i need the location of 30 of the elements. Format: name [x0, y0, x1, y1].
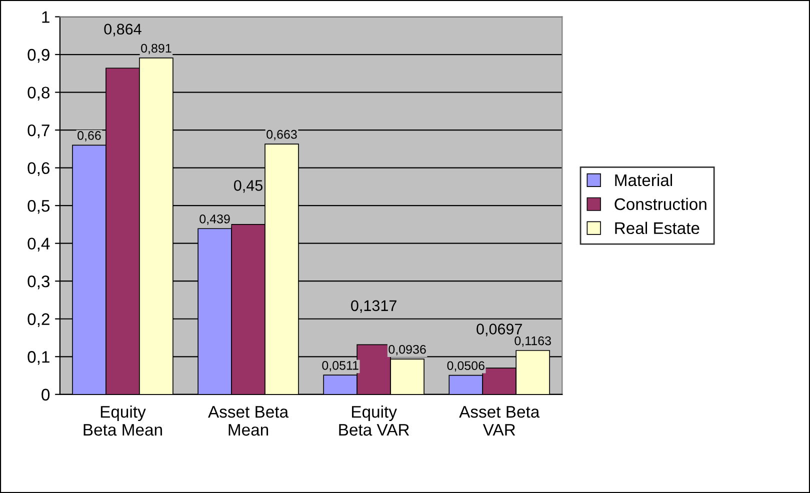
- y-tick-label: 0,7: [28, 124, 50, 138]
- y-tick-label: 0,6: [28, 162, 50, 176]
- x-tick-label: Asset Beta VAR: [459, 406, 540, 436]
- y-tick-label: 0,8: [28, 86, 50, 100]
- y-tick-label: 0: [42, 388, 50, 401]
- legend-label: Real Estate: [615, 222, 700, 234]
- data-label: 0,66: [78, 131, 101, 142]
- data-label: 0,0936: [388, 344, 426, 356]
- data-label: 0,0511: [322, 361, 358, 372]
- y-tick-label: 0,3: [28, 276, 50, 290]
- data-label: 0,45: [234, 180, 262, 193]
- data-label: 0,439: [200, 214, 230, 225]
- y-tick-label: 1: [42, 11, 50, 23]
- y-tick-label: 0,5: [28, 200, 50, 214]
- x-tick-label: Equity Beta Mean: [84, 406, 162, 436]
- y-tick-label: 0,4: [28, 238, 50, 252]
- x-tick-label: Asset Beta Mean: [208, 406, 289, 436]
- y-tick-label: 0,2: [28, 313, 50, 328]
- data-label: 0,864: [104, 24, 142, 36]
- legend-label: Construction: [614, 198, 706, 210]
- y-tick-label: 0,1: [28, 351, 50, 365]
- data-label: 0,0506: [447, 361, 484, 372]
- y-tick-label: 0,9: [28, 48, 50, 63]
- legend-label: Material: [615, 174, 672, 186]
- x-tick-label: Equity Beta VAR: [339, 406, 410, 436]
- data-label: 0,891: [141, 44, 172, 54]
- data-label: 0,0697: [476, 324, 522, 336]
- data-label: 0,1317: [351, 300, 396, 313]
- data-label: 0,1163: [514, 336, 551, 347]
- data-label: 0,663: [266, 130, 297, 140]
